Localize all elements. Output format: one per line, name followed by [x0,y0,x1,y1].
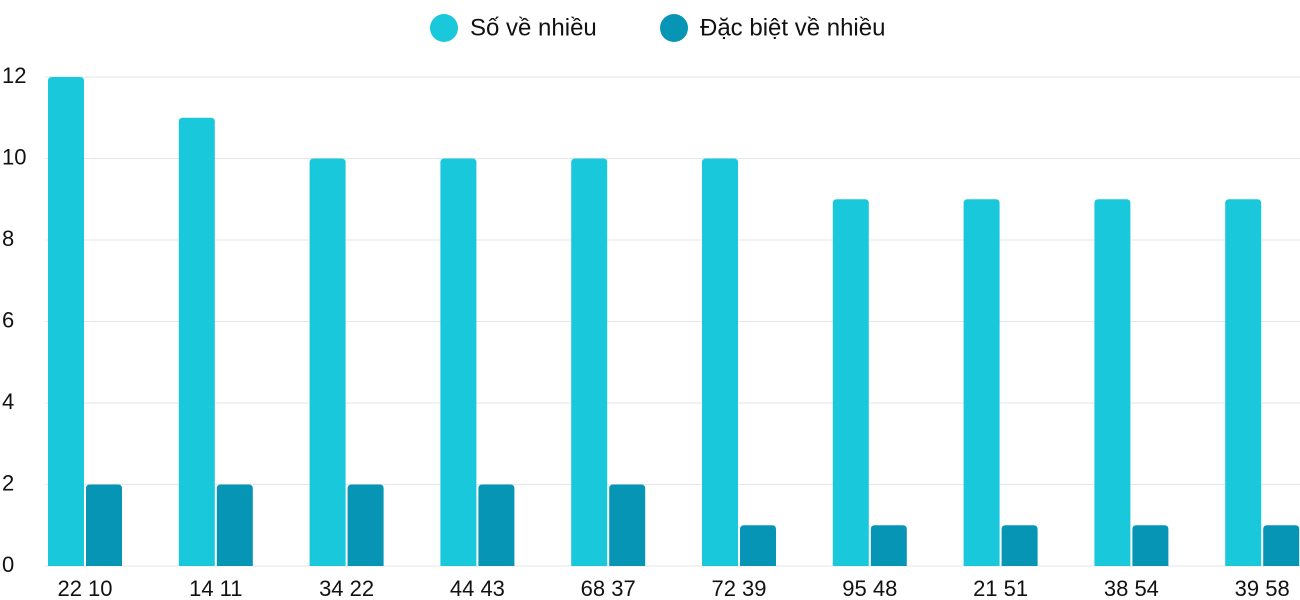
legend-text: Đặc biệt về nhiều [700,14,885,41]
x-tick-label: 21 51 [973,576,1028,600]
bar [347,484,384,566]
bar [216,484,253,566]
x-tick-label: 44 43 [450,576,505,600]
bar [571,158,608,566]
x-tick-label: 39 58 [1235,576,1290,600]
x-tick-label: 22 10 [57,576,112,600]
legend-marker [430,14,458,42]
y-tick-label: 12 [2,63,26,88]
y-tick-label: 10 [2,144,26,169]
bar [86,484,122,566]
y-tick-label: 8 [2,226,14,251]
bar [309,158,346,566]
bar [440,158,477,566]
bar [1094,199,1131,566]
bar [702,158,738,566]
x-tick-label: 34 22 [319,576,374,600]
legend-marker [660,14,688,42]
x-tick-label: 72 39 [711,576,766,600]
x-tick-label: 68 37 [581,576,636,600]
y-tick-label: 2 [2,470,14,495]
bar [963,199,1000,566]
bar [48,77,84,566]
bar [1001,525,1038,566]
bar [740,525,776,566]
bar [478,484,515,566]
bar [609,484,646,566]
y-tick-label: 6 [2,307,14,332]
y-tick-label: 4 [2,389,14,414]
x-tick-label: 38 54 [1104,576,1159,600]
x-tick-label: 14 11 [189,576,242,600]
bar [870,525,907,566]
x-tick-label: 95 48 [842,576,897,600]
bar [832,199,869,566]
bar [1263,525,1300,566]
bar [1225,199,1262,566]
bar [178,117,215,566]
y-tick-label: 0 [2,552,14,577]
legend-text: Số về nhiều [470,14,597,41]
bar [1132,525,1169,566]
